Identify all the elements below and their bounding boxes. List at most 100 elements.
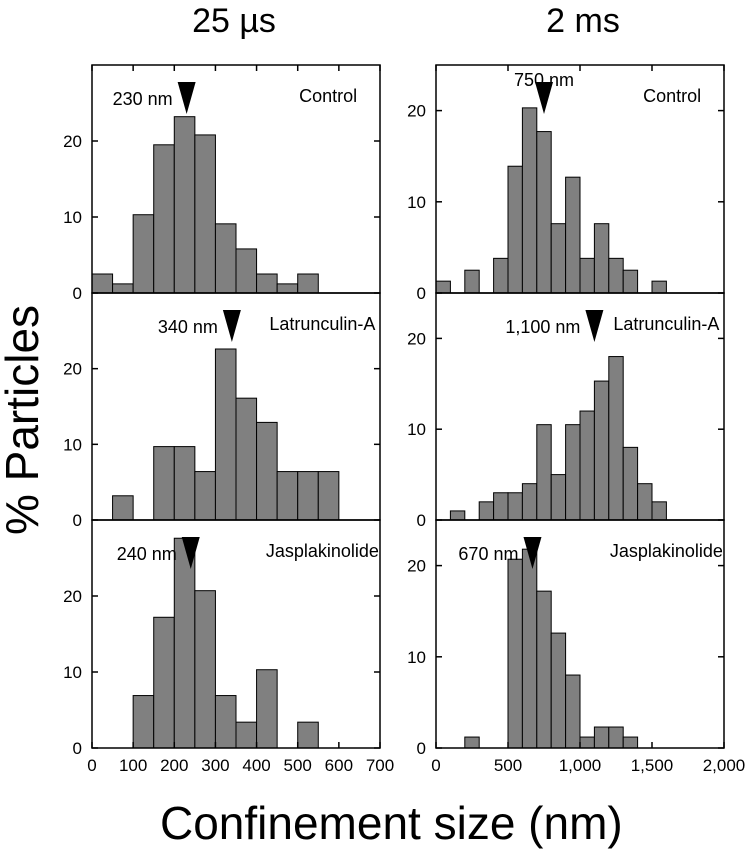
y-tick-label-c0r0-20: 20 bbox=[63, 132, 82, 151]
median-marker-c1r0 bbox=[535, 82, 553, 114]
bar-c1r1-12 bbox=[608, 356, 624, 521]
x-tick-label-c0r2-600: 600 bbox=[325, 756, 353, 775]
bar-c0r2-10 bbox=[297, 721, 319, 749]
bar-c1r2-7 bbox=[536, 590, 552, 749]
bar-c1r0-7 bbox=[536, 131, 552, 294]
bar-c0r1-10 bbox=[297, 471, 319, 521]
y-tick-label-c1r2-20: 20 bbox=[407, 557, 426, 576]
condition-label-c1r0: Control bbox=[643, 86, 701, 106]
x-tick-label-c1r2-1000: 1,000 bbox=[559, 756, 602, 775]
bar-c0r1-5 bbox=[194, 471, 216, 521]
bar-c1r1-15 bbox=[651, 501, 667, 521]
median-value-label-c1r0: 750 nm bbox=[514, 70, 574, 90]
bar-c1r0-4 bbox=[493, 257, 509, 294]
condition-label-c0r2: Jasplakinolide bbox=[266, 541, 379, 561]
bar-c0r1-8 bbox=[256, 421, 278, 521]
bar-c0r1-9 bbox=[276, 471, 299, 521]
y-tick-label-c0r1-0: 0 bbox=[73, 511, 82, 530]
y-tick-label-c1r1-20: 20 bbox=[407, 329, 426, 348]
bar-c0r0-0 bbox=[91, 273, 114, 294]
column-title-25us: 25 µs bbox=[192, 2, 276, 40]
bar-c0r1-3 bbox=[153, 446, 175, 521]
y-tick-label-c1r2-0: 0 bbox=[417, 739, 426, 758]
median-marker-c0r1 bbox=[222, 310, 241, 342]
x-tick-label-c1r2-0: 0 bbox=[431, 756, 440, 775]
bar-c0r2-2 bbox=[132, 695, 155, 749]
condition-label-c1r2: Jasplakinolide bbox=[610, 541, 723, 561]
y-tick-label-c0r1-10: 10 bbox=[63, 435, 82, 454]
bar-c0r0-2 bbox=[132, 214, 155, 294]
bar-c1r0-12 bbox=[608, 257, 624, 294]
bar-c1r1-7 bbox=[536, 424, 552, 521]
bar-c0r0-6 bbox=[214, 223, 237, 294]
bar-c0r2-7 bbox=[235, 721, 258, 749]
bar-c1r1-10 bbox=[579, 410, 595, 521]
y-tick-label-c0r0-10: 10 bbox=[63, 208, 82, 227]
bar-c0r0-5 bbox=[194, 134, 216, 294]
bar-c1r0-9 bbox=[565, 176, 581, 294]
median-value-label-c0r2: 240 nm bbox=[117, 544, 177, 564]
y-tick-label-c1r0-0: 0 bbox=[417, 284, 426, 303]
bar-c1r2-9 bbox=[565, 674, 581, 749]
x-tick-label-c1r2-1500: 1,500 bbox=[631, 756, 674, 775]
x-tick-label-c0r2-500: 500 bbox=[284, 756, 312, 775]
bar-c1r1-14 bbox=[637, 483, 653, 521]
bar-c1r2-12 bbox=[608, 726, 624, 749]
y-tick-label-c0r2-10: 10 bbox=[63, 663, 82, 682]
x-tick-label-c1r2-500: 500 bbox=[494, 756, 522, 775]
bar-c1r0-0 bbox=[435, 280, 451, 294]
bar-c1r1-11 bbox=[593, 380, 610, 521]
x-tick-label-c0r2-200: 200 bbox=[160, 756, 188, 775]
x-tick-label-c0r2-100: 100 bbox=[119, 756, 147, 775]
bar-c0r1-7 bbox=[235, 397, 258, 521]
bar-c1r1-5 bbox=[507, 492, 523, 521]
bar-c0r2-3 bbox=[153, 616, 175, 749]
bar-c0r0-7 bbox=[235, 248, 258, 294]
x-tick-label-c0r2-700: 700 bbox=[366, 756, 394, 775]
y-tick-label-c1r2-10: 10 bbox=[407, 648, 426, 667]
bar-c0r2-4 bbox=[173, 537, 196, 749]
bar-c0r1-11 bbox=[317, 471, 340, 521]
condition-label-c0r1: Latrunculin-A bbox=[269, 314, 375, 334]
bar-c1r1-8 bbox=[550, 474, 567, 521]
bar-c0r1-4 bbox=[173, 446, 196, 521]
median-marker-c1r1 bbox=[585, 310, 604, 342]
bar-c0r0-1 bbox=[112, 283, 134, 294]
bar-c0r1-6 bbox=[214, 348, 237, 521]
condition-label-c1r1: Latrunculin-A bbox=[613, 314, 719, 334]
bar-c1r0-15 bbox=[651, 280, 667, 294]
bar-c1r2-2 bbox=[464, 736, 480, 749]
bar-c1r1-4 bbox=[493, 492, 509, 521]
y-tick-label-c0r2-20: 20 bbox=[63, 587, 82, 606]
bar-c1r1-13 bbox=[622, 446, 639, 521]
bar-c0r0-9 bbox=[276, 283, 299, 294]
x-tick-label-c1r2-2000: 2,000 bbox=[703, 756, 746, 775]
panel-frame-c0r2 bbox=[91, 519, 381, 749]
y-tick-label-c1r1-10: 10 bbox=[407, 420, 426, 439]
x-axis-label: Confinement size (nm) bbox=[160, 797, 623, 849]
bar-c1r0-6 bbox=[521, 107, 538, 294]
y-tick-label-c0r1-20: 20 bbox=[63, 360, 82, 379]
bar-c1r1-6 bbox=[521, 483, 538, 521]
median-marker-c0r2 bbox=[181, 537, 200, 569]
median-marker-c1r2 bbox=[523, 537, 542, 569]
bar-c0r2-5 bbox=[194, 590, 216, 749]
y-tick-label-c1r0-20: 20 bbox=[407, 102, 426, 121]
bar-c1r1-3 bbox=[478, 501, 495, 521]
bar-c1r0-11 bbox=[593, 223, 610, 294]
bar-c1r0-2 bbox=[464, 269, 480, 294]
median-marker-c0r0 bbox=[177, 82, 196, 114]
median-value-label-c1r2: 670 nm bbox=[458, 544, 518, 564]
bar-c1r2-8 bbox=[550, 632, 567, 749]
median-value-label-c1r1: 1,100 nm bbox=[505, 317, 580, 337]
y-tick-label-c0r0-0: 0 bbox=[73, 284, 82, 303]
bar-c0r0-8 bbox=[256, 273, 278, 294]
bar-c1r0-13 bbox=[622, 269, 639, 294]
x-tick-label-c0r2-300: 300 bbox=[201, 756, 229, 775]
bar-c1r0-10 bbox=[579, 257, 595, 294]
y-tick-label-c1r0-10: 10 bbox=[407, 193, 426, 212]
bar-c1r2-13 bbox=[622, 736, 639, 749]
x-tick-label-c0r2-400: 400 bbox=[242, 756, 270, 775]
bar-c0r0-3 bbox=[153, 144, 175, 294]
